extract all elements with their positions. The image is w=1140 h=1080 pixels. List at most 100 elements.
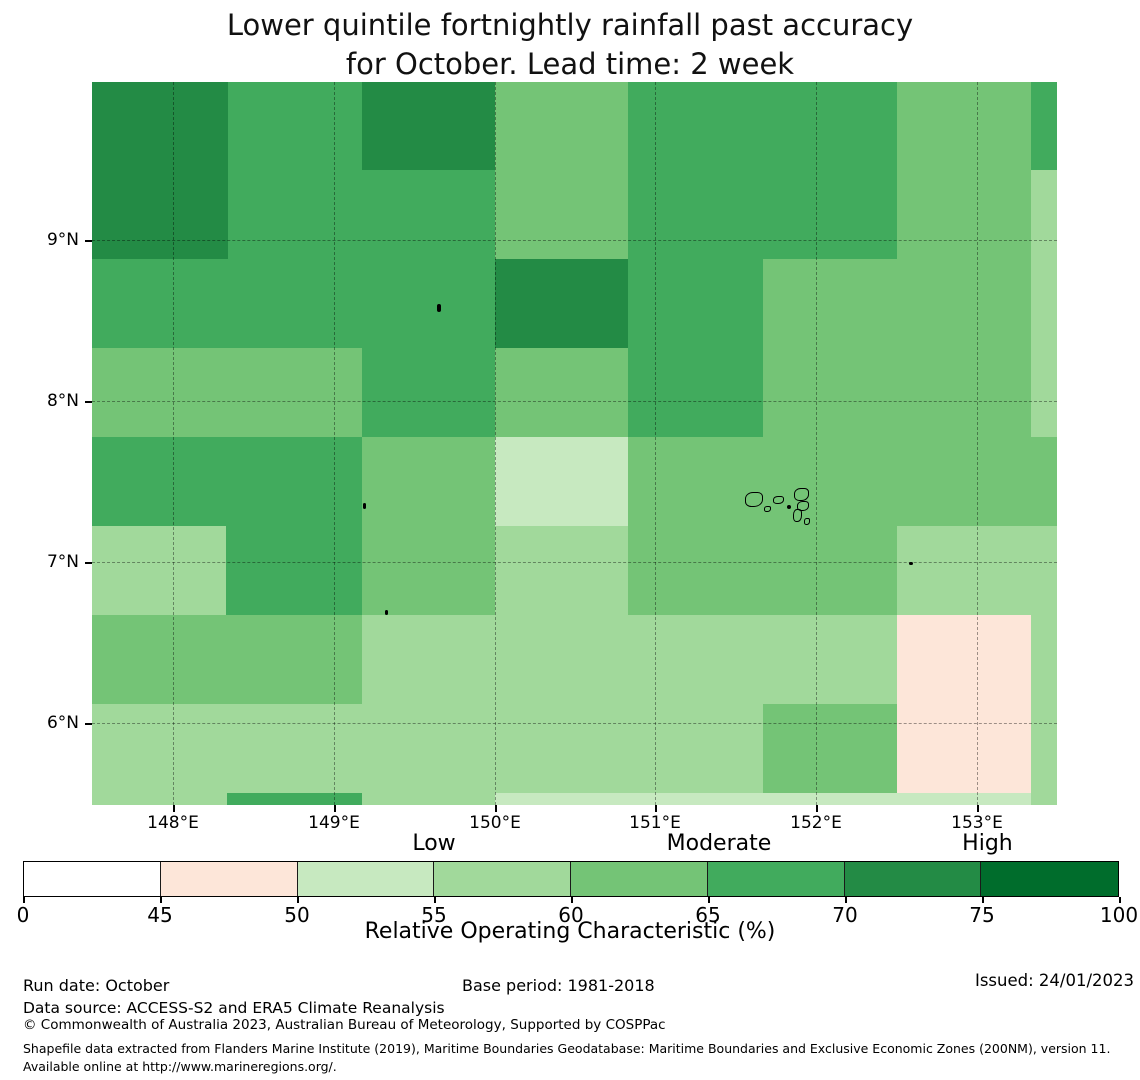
island-shape	[764, 506, 771, 512]
island-shape	[363, 503, 366, 509]
grid-cell	[92, 437, 362, 526]
colorbar-tick-label: 60	[558, 903, 584, 927]
island-shape	[385, 610, 388, 615]
grid-cell	[628, 82, 897, 170]
colorbar-tick-mark	[571, 897, 573, 903]
colorbar-segment	[24, 862, 161, 896]
grid-cell	[495, 526, 628, 615]
island-shape	[794, 488, 809, 501]
grid-cell	[1031, 793, 1057, 805]
grid-cell	[628, 437, 1057, 526]
grid-cell	[763, 348, 1031, 437]
colorbar-segment	[981, 862, 1118, 896]
grid-cell	[92, 259, 495, 348]
x-tick-mark	[977, 805, 979, 812]
colorbar-segment	[434, 862, 571, 896]
grid-cell	[897, 82, 1031, 170]
grid-cell	[1031, 615, 1057, 704]
x-tick-mark	[655, 805, 657, 812]
grid-cell	[227, 793, 362, 805]
map-plot	[92, 82, 1057, 805]
colorbar-tick-mark	[23, 897, 25, 903]
y-tick-label: 6°N	[46, 713, 79, 733]
grid-cell	[495, 82, 628, 170]
meridian-gridline	[495, 82, 496, 805]
grid-cell	[495, 259, 628, 348]
grid-cell	[362, 793, 495, 805]
x-tick-label: 152°E	[790, 813, 842, 833]
grid-cell	[897, 704, 1031, 793]
y-tick-mark	[85, 240, 92, 242]
parallel-gridline	[92, 240, 1057, 241]
copyright-text: © Commonwealth of Australia 2023, Austra…	[23, 1017, 666, 1033]
grid-cell	[628, 348, 763, 437]
meridian-gridline	[977, 82, 978, 805]
colorbar-tick-label: 45	[147, 903, 173, 927]
colorbar-tick-mark	[434, 897, 436, 903]
run-date-text: Run date: October	[23, 976, 170, 995]
colorbar-annotation: High	[962, 831, 1013, 856]
data-source-text: Data source: ACCESS-S2 and ERA5 Climate …	[23, 999, 445, 1017]
island-shape	[437, 304, 441, 312]
colorbar-segment	[707, 862, 845, 896]
y-tick-mark	[85, 562, 92, 564]
grid-cell	[1031, 348, 1057, 437]
x-tick-mark	[495, 805, 497, 812]
grid-cell	[226, 526, 362, 615]
grid-cell	[362, 82, 495, 170]
grid-cell	[1031, 170, 1057, 259]
island-shape	[773, 496, 784, 504]
grid-cell	[897, 615, 1031, 704]
shapefile-attribution-text: Shapefile data extracted from Flanders M…	[23, 1041, 1111, 1075]
grid-cell	[92, 348, 362, 437]
colorbar-tick-label: 55	[421, 903, 447, 927]
colorbar-segment	[297, 862, 435, 896]
colorbar-tick-mark	[845, 897, 847, 903]
island-shape	[787, 505, 791, 509]
colorbar-tick-label: 50	[284, 903, 310, 927]
x-tick-mark	[334, 805, 336, 812]
colorbar-tick-mark	[297, 897, 299, 903]
grid-cell	[362, 615, 897, 704]
grid-cell	[362, 348, 495, 437]
grid-cell	[495, 437, 628, 526]
x-tick-mark	[816, 805, 818, 812]
x-tick-mark	[173, 805, 175, 812]
grid-cell	[628, 259, 763, 348]
grid-cell	[228, 170, 495, 259]
grid-cell	[1031, 259, 1057, 348]
grid-cell	[1031, 82, 1057, 170]
x-tick-label: 151°E	[629, 813, 681, 833]
grid-cell	[495, 793, 1031, 805]
y-tick-label: 9°N	[46, 230, 79, 250]
grid-cell	[92, 170, 228, 259]
colorbar-tick-label: 75	[969, 903, 995, 927]
base-period-text: Base period: 1981-2018	[462, 976, 655, 995]
colorbar-axis-label: Relative Operating Characteristic (%)	[364, 919, 776, 944]
grid-cell	[495, 170, 628, 259]
grid-cell	[92, 704, 763, 793]
grid-cell	[362, 526, 495, 615]
island-shape	[909, 562, 913, 565]
colorbar-tick-label: 100	[1099, 903, 1139, 927]
grid-cell	[92, 615, 362, 704]
grid-cell	[228, 82, 362, 170]
grid-cell	[763, 259, 1031, 348]
colorbar-tick-mark	[1119, 897, 1121, 903]
colorbar-segment	[160, 862, 298, 896]
y-tick-label: 8°N	[46, 391, 79, 411]
meridian-gridline	[816, 82, 817, 805]
grid-cell	[628, 170, 897, 259]
meridian-gridline	[334, 82, 335, 805]
x-tick-label: 148°E	[147, 813, 199, 833]
y-tick-mark	[85, 401, 92, 403]
grid-cell	[628, 526, 897, 615]
colorbar-tick-label: 0	[16, 903, 30, 927]
grid-cell	[92, 526, 226, 615]
meridian-gridline	[173, 82, 174, 805]
y-tick-label: 7°N	[46, 552, 79, 572]
island-shape	[804, 518, 810, 525]
island-shape	[793, 509, 802, 522]
island-shape	[745, 492, 763, 507]
issued-date-text: Issued: 24/01/2023	[974, 971, 1134, 990]
